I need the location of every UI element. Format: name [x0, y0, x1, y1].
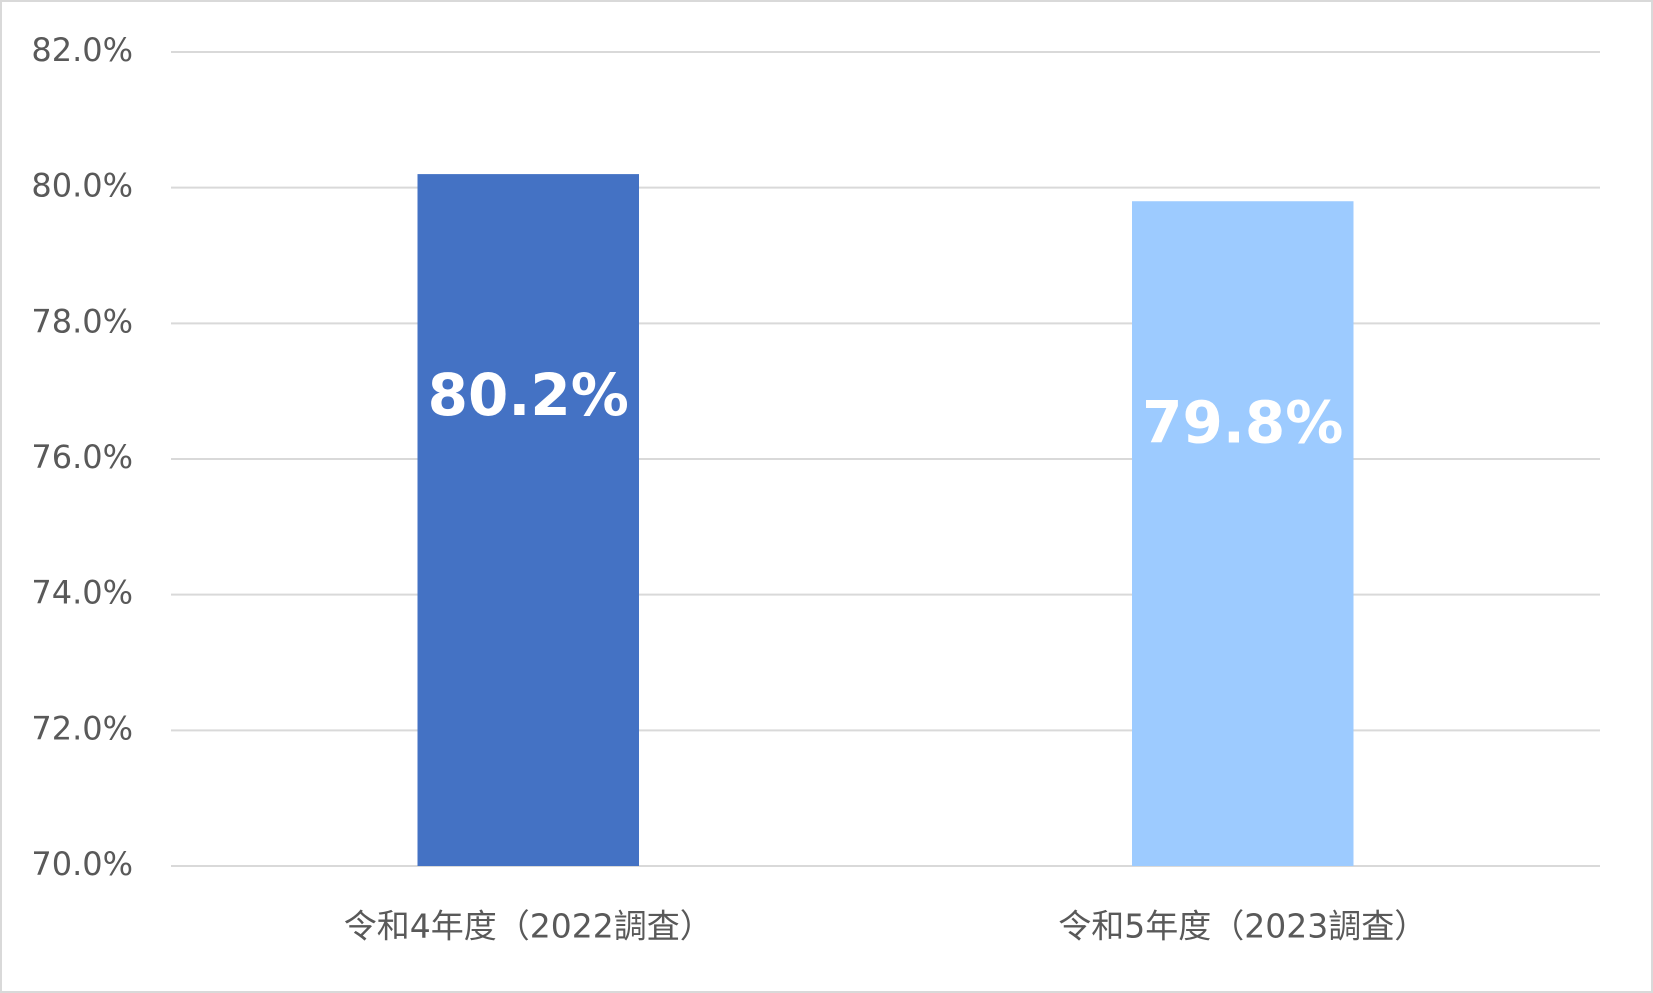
- x-tick-label: 令和4年度（2022調査）: [344, 907, 713, 946]
- y-tick-label: 70.0%: [31, 845, 133, 883]
- y-tick-label: 74.0%: [31, 574, 133, 612]
- data-label: 80.2%: [428, 361, 629, 429]
- bar: [1132, 201, 1354, 866]
- data-label: 79.8%: [1142, 388, 1343, 456]
- y-tick-label: 76.0%: [31, 438, 133, 476]
- y-tick-label: 78.0%: [31, 302, 133, 340]
- bar: [417, 174, 639, 867]
- y-tick-label: 82.0%: [31, 31, 133, 69]
- x-tick-label: 令和5年度（2023調査）: [1058, 907, 1427, 946]
- y-tick-label: 80.0%: [31, 167, 133, 205]
- y-tick-label: 72.0%: [31, 709, 133, 747]
